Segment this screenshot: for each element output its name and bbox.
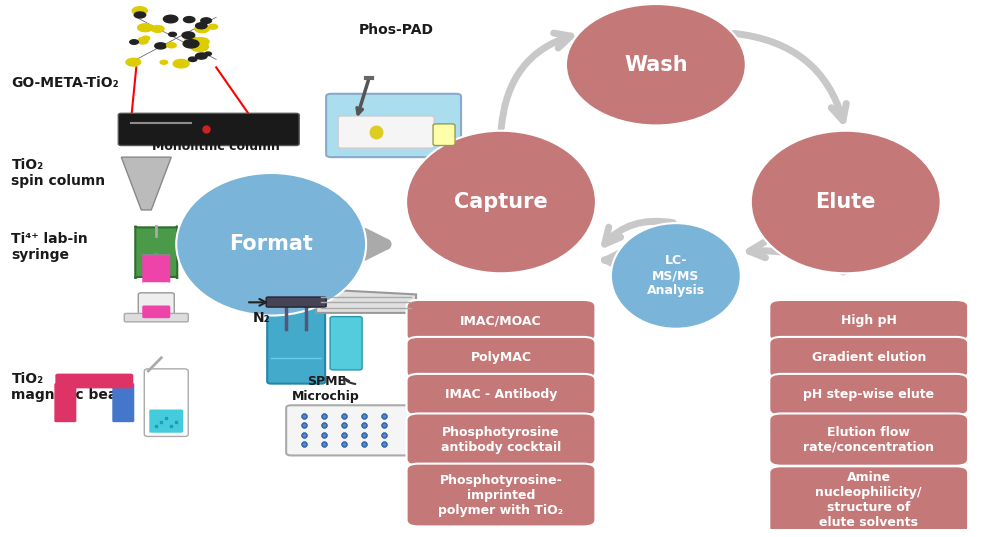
Circle shape — [195, 53, 207, 59]
Text: LC-
MS/MS
Analysis: LC- MS/MS Analysis — [647, 255, 705, 297]
Text: Phosphotyrosine
antibody cocktail: Phosphotyrosine antibody cocktail — [441, 426, 561, 454]
FancyBboxPatch shape — [407, 374, 595, 416]
Circle shape — [188, 57, 196, 61]
FancyBboxPatch shape — [268, 297, 325, 383]
Text: TiO₂
magnetic bead: TiO₂ magnetic bead — [11, 372, 127, 402]
Polygon shape — [121, 157, 171, 210]
Text: Gradient elution: Gradient elution — [812, 351, 926, 364]
Circle shape — [208, 24, 217, 29]
Text: Capture: Capture — [454, 192, 548, 212]
Circle shape — [130, 40, 138, 44]
Text: GO-META-TiO₂: GO-META-TiO₂ — [11, 76, 119, 90]
FancyBboxPatch shape — [142, 255, 170, 284]
Text: Format: Format — [229, 234, 313, 254]
Circle shape — [200, 18, 211, 24]
FancyBboxPatch shape — [135, 226, 177, 279]
FancyBboxPatch shape — [267, 297, 326, 307]
Ellipse shape — [176, 173, 366, 316]
FancyBboxPatch shape — [770, 413, 968, 466]
Circle shape — [168, 32, 176, 37]
Text: Monolithic column: Monolithic column — [152, 140, 281, 153]
Text: Phosphotyrosine-
imprinted
polymer with TiO₂: Phosphotyrosine- imprinted polymer with … — [439, 474, 563, 517]
FancyBboxPatch shape — [330, 317, 362, 370]
Text: IMAC/MOAC: IMAC/MOAC — [460, 314, 542, 328]
FancyBboxPatch shape — [770, 337, 968, 379]
FancyBboxPatch shape — [770, 466, 968, 534]
Circle shape — [154, 43, 166, 49]
FancyBboxPatch shape — [407, 463, 595, 526]
Circle shape — [134, 12, 145, 18]
FancyBboxPatch shape — [407, 300, 595, 342]
Circle shape — [163, 15, 177, 23]
FancyBboxPatch shape — [338, 116, 434, 148]
Text: SPME
Microchip: SPME Microchip — [293, 375, 360, 403]
Ellipse shape — [611, 223, 740, 329]
Text: High pH: High pH — [841, 314, 897, 328]
FancyBboxPatch shape — [124, 314, 188, 322]
Text: Elution flow
rate/concentration: Elution flow rate/concentration — [804, 426, 934, 454]
Circle shape — [138, 38, 147, 42]
Circle shape — [166, 43, 176, 48]
FancyBboxPatch shape — [144, 369, 188, 437]
Text: IMAC - Antibody: IMAC - Antibody — [445, 388, 557, 401]
Text: pH step-wise elute: pH step-wise elute — [804, 388, 934, 401]
Circle shape — [185, 37, 197, 43]
Circle shape — [182, 32, 194, 39]
FancyBboxPatch shape — [138, 293, 174, 320]
Ellipse shape — [406, 130, 596, 273]
Circle shape — [126, 59, 140, 66]
FancyBboxPatch shape — [770, 300, 968, 342]
Circle shape — [173, 60, 189, 68]
Text: N₂: N₂ — [253, 311, 270, 325]
Circle shape — [183, 40, 199, 48]
Circle shape — [137, 24, 152, 32]
Text: Amine
nucleophilicity/
structure of
elute solvents: Amine nucleophilicity/ structure of elut… — [816, 471, 922, 529]
FancyBboxPatch shape — [118, 113, 300, 146]
Circle shape — [183, 17, 194, 23]
FancyBboxPatch shape — [770, 374, 968, 416]
FancyBboxPatch shape — [55, 374, 133, 388]
Text: TiO₂
spin column: TiO₂ spin column — [11, 158, 105, 188]
FancyBboxPatch shape — [287, 405, 411, 455]
FancyBboxPatch shape — [407, 413, 595, 466]
Text: Wash: Wash — [624, 55, 687, 75]
Circle shape — [142, 36, 149, 40]
Text: Phos-PAD: Phos-PAD — [359, 24, 434, 38]
Circle shape — [190, 42, 208, 52]
Text: Elute: Elute — [816, 192, 876, 212]
FancyBboxPatch shape — [142, 306, 170, 318]
Polygon shape — [317, 289, 416, 313]
FancyBboxPatch shape — [326, 94, 461, 157]
FancyBboxPatch shape — [112, 383, 134, 422]
Ellipse shape — [566, 4, 745, 126]
Circle shape — [137, 39, 148, 44]
FancyBboxPatch shape — [149, 410, 183, 433]
FancyBboxPatch shape — [433, 124, 455, 146]
Circle shape — [151, 26, 164, 32]
Text: Ti⁴⁺ lab-in
syringe: Ti⁴⁺ lab-in syringe — [11, 232, 88, 262]
Circle shape — [132, 7, 147, 14]
Circle shape — [204, 52, 211, 55]
Circle shape — [195, 23, 207, 29]
Text: PolyMAC: PolyMAC — [471, 351, 531, 364]
Ellipse shape — [750, 130, 941, 273]
FancyBboxPatch shape — [54, 383, 76, 422]
FancyBboxPatch shape — [407, 337, 595, 379]
Circle shape — [192, 38, 209, 46]
Circle shape — [160, 60, 167, 64]
Circle shape — [194, 25, 209, 33]
